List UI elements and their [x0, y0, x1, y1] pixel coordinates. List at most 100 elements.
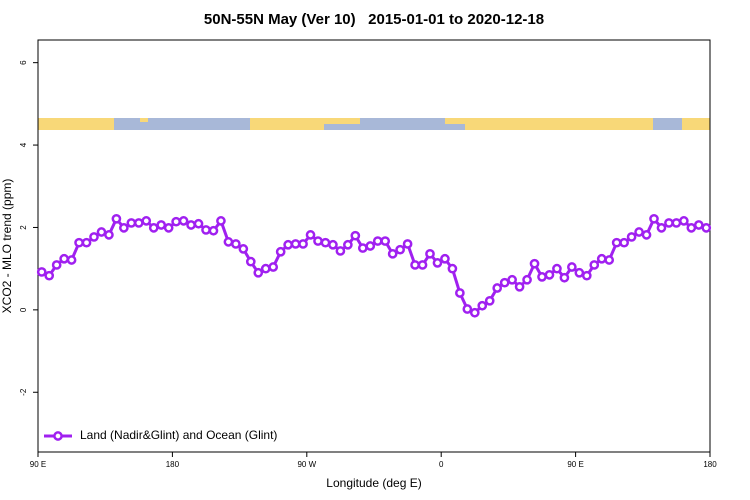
- y-axis-label: XCO2 - MLO trend (ppm): [0, 179, 14, 314]
- data-point: [290, 239, 301, 249]
- data-point: [201, 225, 211, 235]
- data-point: [567, 262, 577, 272]
- data-point: [357, 243, 368, 253]
- data-point: [589, 260, 600, 270]
- data-point: [36, 267, 47, 277]
- data-point: [686, 223, 697, 233]
- x-tick-label: 90 W: [297, 460, 316, 469]
- data-point: [216, 216, 226, 226]
- data-point: [51, 260, 62, 270]
- data-point: [462, 304, 473, 314]
- data-point: [156, 220, 167, 230]
- data-point: [223, 237, 234, 247]
- data-point: [253, 267, 264, 278]
- data-point: [626, 232, 637, 242]
- data-point: [372, 236, 383, 246]
- x-tick-label: 180: [703, 460, 717, 469]
- data-point: [425, 248, 435, 259]
- data-point: [484, 295, 495, 306]
- data-point: [238, 244, 249, 254]
- data-point: [268, 262, 279, 272]
- data-point: [148, 223, 159, 233]
- data-point: [335, 246, 346, 256]
- data-point: [111, 213, 122, 224]
- data-point: [305, 230, 316, 240]
- data-point: [260, 263, 271, 274]
- data-point: [574, 267, 585, 278]
- data-point: [469, 307, 480, 318]
- data-point: [104, 230, 114, 240]
- data-point: [133, 218, 144, 228]
- data-point: [365, 241, 376, 251]
- data-point: [693, 220, 704, 230]
- x-axis-label: Longitude (deg E): [326, 476, 421, 490]
- y-tick-label: 0: [19, 307, 28, 312]
- data-point: [163, 223, 174, 233]
- x-tick-label: 90 E: [30, 460, 46, 469]
- data-point: [245, 256, 256, 267]
- map-strip: [38, 118, 710, 130]
- data-point: [231, 239, 241, 249]
- data-point: [66, 255, 77, 265]
- data-point: [275, 246, 286, 257]
- data-point: [455, 288, 465, 298]
- data-point: [313, 236, 323, 246]
- data-point: [320, 237, 331, 248]
- data-point: [186, 220, 196, 230]
- data-point: [537, 272, 547, 282]
- data-point: [596, 253, 607, 264]
- data-point: [380, 236, 391, 246]
- data-point: [552, 263, 562, 274]
- data-point: [171, 216, 181, 227]
- data-point: [447, 263, 458, 274]
- data-point: [664, 218, 674, 228]
- data-point: [298, 239, 308, 249]
- chart-title: 50N-55N May (Ver 10) 2015-01-01 to 2020-…: [204, 11, 544, 28]
- data-point: [410, 260, 420, 270]
- data-point: [641, 230, 652, 240]
- data-line: [41, 216, 707, 315]
- data-point: [387, 248, 398, 259]
- data-point: [514, 281, 525, 292]
- data-point: [74, 237, 84, 248]
- y-tick-label: -2: [19, 388, 28, 396]
- data-point: [649, 213, 659, 224]
- y-tick-label: 6: [19, 60, 28, 65]
- data-point: [208, 225, 219, 236]
- data-point: [492, 283, 503, 293]
- data-point: [328, 239, 338, 250]
- data-point: [395, 244, 405, 255]
- data-point: [499, 277, 510, 288]
- data-point: [656, 223, 667, 233]
- y-tick-label: 2: [19, 225, 28, 230]
- data-point: [581, 270, 592, 281]
- data-point: [544, 269, 555, 280]
- data-point: [141, 216, 152, 226]
- data-point: [402, 239, 413, 249]
- data-point: [477, 300, 488, 311]
- data-point: [619, 237, 629, 248]
- data-point: [44, 270, 55, 281]
- x-tick-label: 180: [166, 460, 180, 469]
- data-point: [634, 227, 644, 237]
- data-point: [417, 260, 428, 270]
- data-point: [507, 274, 517, 285]
- data-point: [89, 232, 99, 242]
- data-point: [283, 239, 293, 250]
- data-point: [671, 218, 682, 228]
- data-point: [178, 216, 189, 226]
- x-tick-label: 0: [439, 460, 444, 469]
- data-point: [81, 237, 92, 248]
- data-point: [440, 253, 450, 264]
- data-point: [529, 258, 540, 269]
- data-point: [126, 218, 137, 228]
- data-point: [193, 218, 204, 229]
- data-point: [96, 227, 107, 237]
- plot-frame: [37, 39, 711, 453]
- data-point: [701, 223, 712, 233]
- data-point: [119, 223, 129, 233]
- legend-label: Land (Nadir&Glint) and Ocean (Glint): [80, 428, 277, 442]
- data-point: [350, 230, 361, 241]
- data-point: [432, 258, 443, 268]
